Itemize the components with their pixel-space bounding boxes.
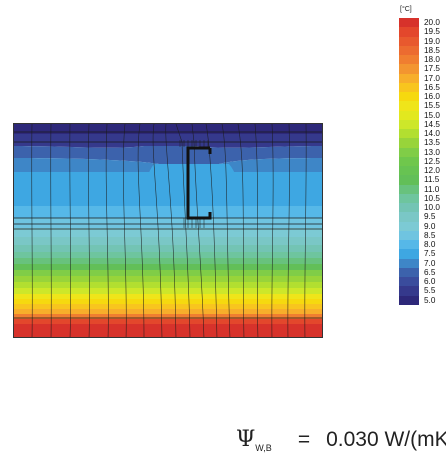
legend-tick-label: 7.0 — [424, 258, 436, 268]
band-20 — [14, 324, 322, 337]
band-6-5 — [14, 146, 322, 164]
legend-swatch — [399, 73, 419, 83]
legend-swatch — [399, 45, 419, 55]
legend-swatch — [399, 175, 419, 185]
legend-tick-label: 10.0 — [424, 203, 440, 212]
legend-tick-label: 7.5 — [424, 249, 436, 259]
legend-swatch — [399, 203, 419, 213]
band-12 — [14, 270, 322, 276]
legend-tick-label: 19.5 — [424, 27, 440, 37]
legend-swatch — [399, 18, 419, 28]
legend-tick-label: 18.5 — [424, 45, 440, 55]
thermal-simulation-field — [13, 123, 323, 338]
legend-swatch — [399, 166, 419, 176]
color-scale — [399, 18, 419, 305]
psi-symbol: Ψ — [236, 427, 256, 452]
legend-swatch — [399, 193, 419, 203]
legend-swatch — [399, 36, 419, 46]
legend-swatch — [399, 277, 419, 287]
band-15 — [14, 299, 322, 304]
legend-swatch — [399, 258, 419, 268]
legend-swatch — [399, 92, 419, 102]
isotherm-plot — [14, 124, 322, 337]
band-10-5 — [14, 252, 322, 258]
legend-swatch — [399, 221, 419, 231]
band-cold-outer — [14, 124, 322, 136]
band-8 — [14, 206, 322, 218]
legend-tick-label: 8.0 — [424, 240, 436, 249]
legend-tick-label: 8.5 — [424, 230, 436, 240]
legend-swatch — [399, 27, 419, 37]
band-13-5 — [14, 288, 322, 294]
legend-swatch — [399, 267, 419, 277]
legend-tick-label: 11.0 — [424, 184, 440, 194]
band-10 — [14, 245, 322, 252]
band-6 — [14, 134, 322, 148]
legend-tick-label: 20.0 — [424, 18, 440, 27]
steel-c-profile — [186, 146, 212, 220]
legend-swatch — [399, 212, 419, 222]
legend-tick-label: 14.0 — [424, 129, 440, 138]
legend-swatch — [399, 110, 419, 120]
legend-unit: [°C] — [400, 6, 412, 13]
legend-tick-label: 5.5 — [424, 286, 436, 296]
band-14 — [14, 294, 322, 299]
legend-tick-label: 6.5 — [424, 267, 436, 277]
band-11-5 — [14, 264, 322, 270]
legend-tick-label: 9.0 — [424, 221, 436, 231]
legend-tick-label: 6.0 — [424, 277, 436, 286]
legend-tick-label: 16.0 — [424, 92, 440, 101]
legend-tick-label: 15.0 — [424, 110, 440, 120]
legend-tick-label: 19.0 — [424, 36, 440, 46]
legend-swatch — [399, 138, 419, 148]
legend-tick-label: 12.5 — [424, 156, 440, 166]
legend-tick-label: 17.5 — [424, 64, 440, 74]
legend-tick-label: 13.5 — [424, 138, 440, 148]
legend-tick-label: 18.0 — [424, 55, 440, 64]
band-9-5 — [14, 237, 322, 245]
band-16 — [14, 304, 322, 309]
legend-tick-label: 17.0 — [424, 73, 440, 83]
legend-tick-label: 9.5 — [424, 212, 436, 222]
heat-flow-lines — [31, 124, 307, 337]
legend-swatch — [399, 249, 419, 259]
legend-swatch — [399, 240, 419, 250]
legend-swatch — [399, 55, 419, 65]
legend-swatch — [399, 156, 419, 166]
legend-swatch — [399, 119, 419, 129]
band-17 — [14, 309, 322, 314]
psi-value-formula: ΨW,B = 0.030 W/(mK) — [236, 427, 446, 467]
legend-swatch — [399, 82, 419, 92]
psi-value: 0.030 W/(mK) — [326, 428, 446, 451]
legend-tick-label: 5.0 — [424, 295, 436, 305]
legend-swatch — [399, 64, 419, 74]
legend-tick-label: 11.5 — [424, 175, 440, 185]
legend-swatch — [399, 147, 419, 157]
flux-concentration — [179, 140, 209, 228]
legend-swatch — [399, 101, 419, 111]
band-18 — [14, 314, 322, 319]
legend-swatch — [399, 230, 419, 240]
legend-tick-label: 13.0 — [424, 147, 440, 157]
band-11 — [14, 258, 322, 264]
legend-swatch — [399, 286, 419, 296]
legend-tick-label: 15.5 — [424, 101, 440, 111]
legend-tick-label: 16.5 — [424, 82, 440, 92]
psi-subscript: W,B — [255, 443, 272, 454]
legend-tick-label: 14.5 — [424, 119, 440, 129]
band-9 — [14, 228, 322, 237]
legend-tick-label: 10.5 — [424, 193, 440, 203]
legend-swatch — [399, 184, 419, 194]
legend-swatch — [399, 129, 419, 139]
legend-tick-label: 12.0 — [424, 166, 440, 175]
band-13 — [14, 282, 322, 288]
band-8-5 — [14, 218, 322, 228]
band-12-5 — [14, 276, 322, 282]
legend-swatch — [399, 295, 419, 305]
equals-sign: = — [297, 428, 311, 451]
